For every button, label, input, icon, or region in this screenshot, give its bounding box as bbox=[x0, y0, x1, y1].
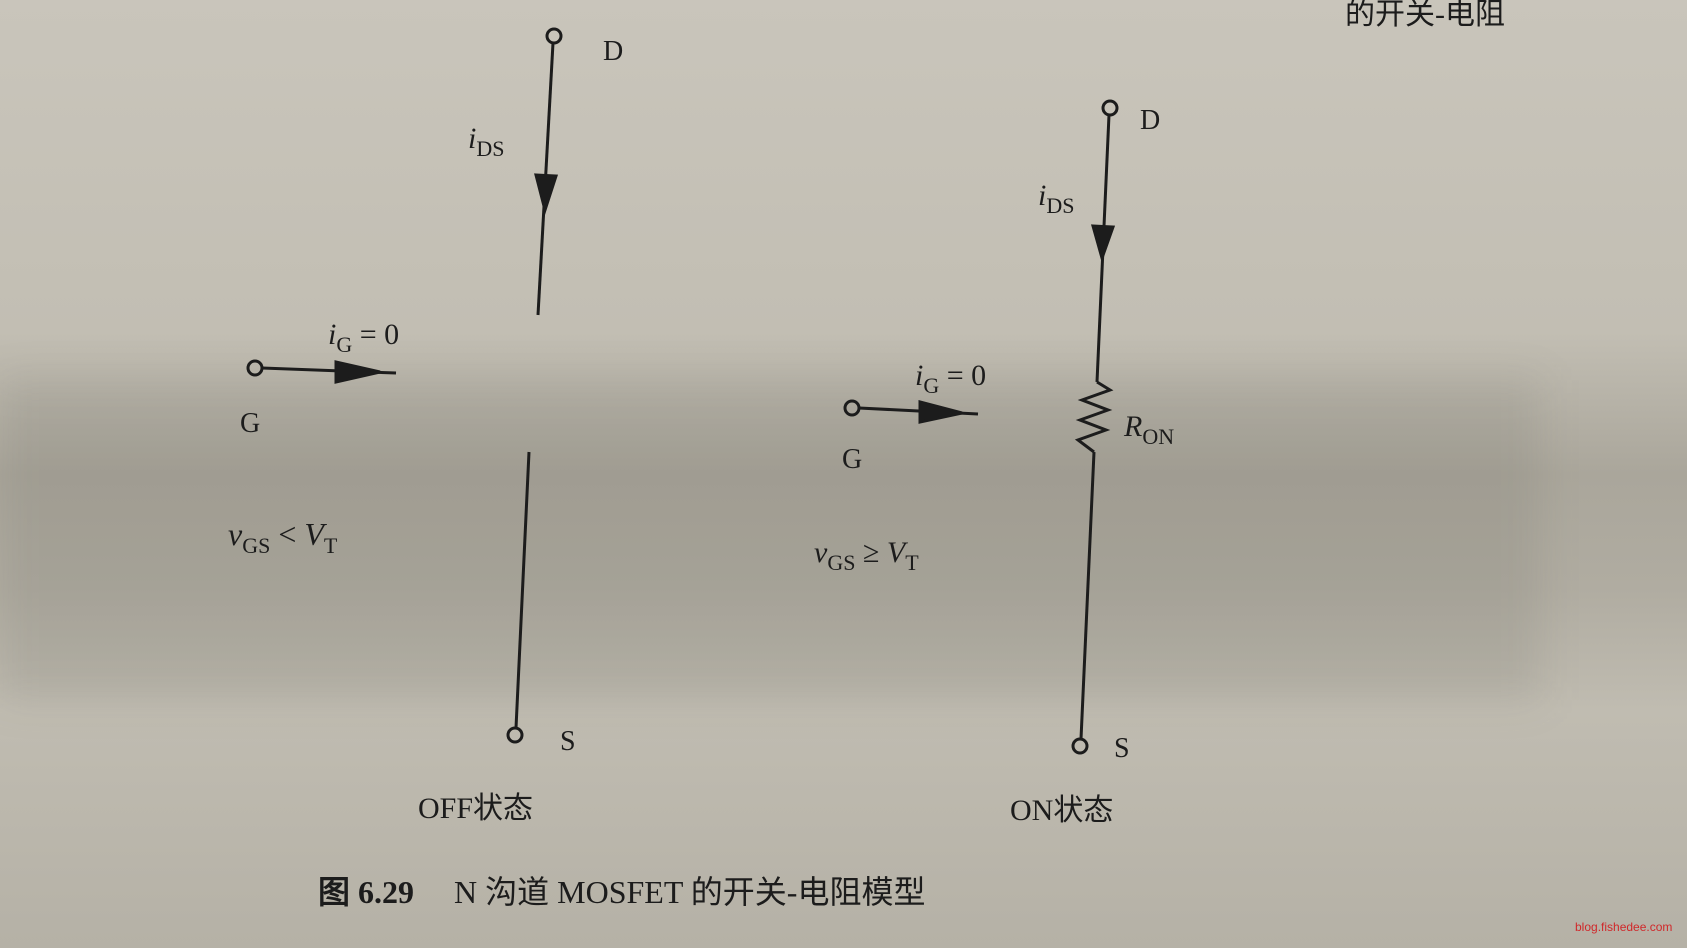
off-state-label: OFF状态 bbox=[418, 792, 533, 825]
on-ig-label: iG = 0 bbox=[915, 359, 986, 398]
off-source-terminal bbox=[506, 726, 524, 744]
off-ig-label: iG = 0 bbox=[328, 318, 399, 357]
on-gate-terminal bbox=[843, 399, 861, 417]
on-gate-label: G bbox=[842, 444, 862, 475]
off-ig-arrow bbox=[334, 360, 381, 384]
on-drain-terminal bbox=[1101, 99, 1119, 117]
watermark: blog.fishedee.com bbox=[1575, 920, 1673, 934]
on-source-label: S bbox=[1114, 733, 1130, 764]
off-condition: vGS < VT bbox=[228, 516, 338, 558]
off-ids-arrow bbox=[534, 173, 559, 216]
off-ids-label: iDS bbox=[468, 122, 504, 161]
on-ig-arrow bbox=[918, 400, 963, 424]
on-resistor-label: RON bbox=[1123, 410, 1174, 449]
on-ids-label: iDS bbox=[1038, 179, 1074, 218]
on-source-wire bbox=[1079, 451, 1096, 740]
off-source-label: S bbox=[560, 726, 576, 757]
off-drain-terminal bbox=[545, 27, 563, 45]
on-resistor bbox=[1074, 380, 1114, 454]
off-drain-label: D bbox=[603, 36, 623, 67]
off-gate-label: G bbox=[240, 408, 260, 439]
top-partial-heading: 的开关-电阻 bbox=[1345, 0, 1505, 31]
on-drain-label: D bbox=[1140, 105, 1160, 136]
on-state-label: ON状态 bbox=[1010, 794, 1113, 827]
on-ids-arrow bbox=[1090, 224, 1116, 263]
off-source-wire bbox=[514, 451, 531, 729]
on-source-terminal bbox=[1071, 737, 1089, 755]
on-condition: vGS ≥ VT bbox=[814, 536, 919, 575]
page-shadow bbox=[0, 380, 1540, 700]
figure-caption: 图 6.29 N 沟道 MOSFET 的开关-电阻模型 bbox=[318, 874, 925, 910]
off-gate-terminal bbox=[246, 359, 264, 377]
off-model bbox=[246, 27, 563, 744]
on-model bbox=[843, 99, 1119, 755]
